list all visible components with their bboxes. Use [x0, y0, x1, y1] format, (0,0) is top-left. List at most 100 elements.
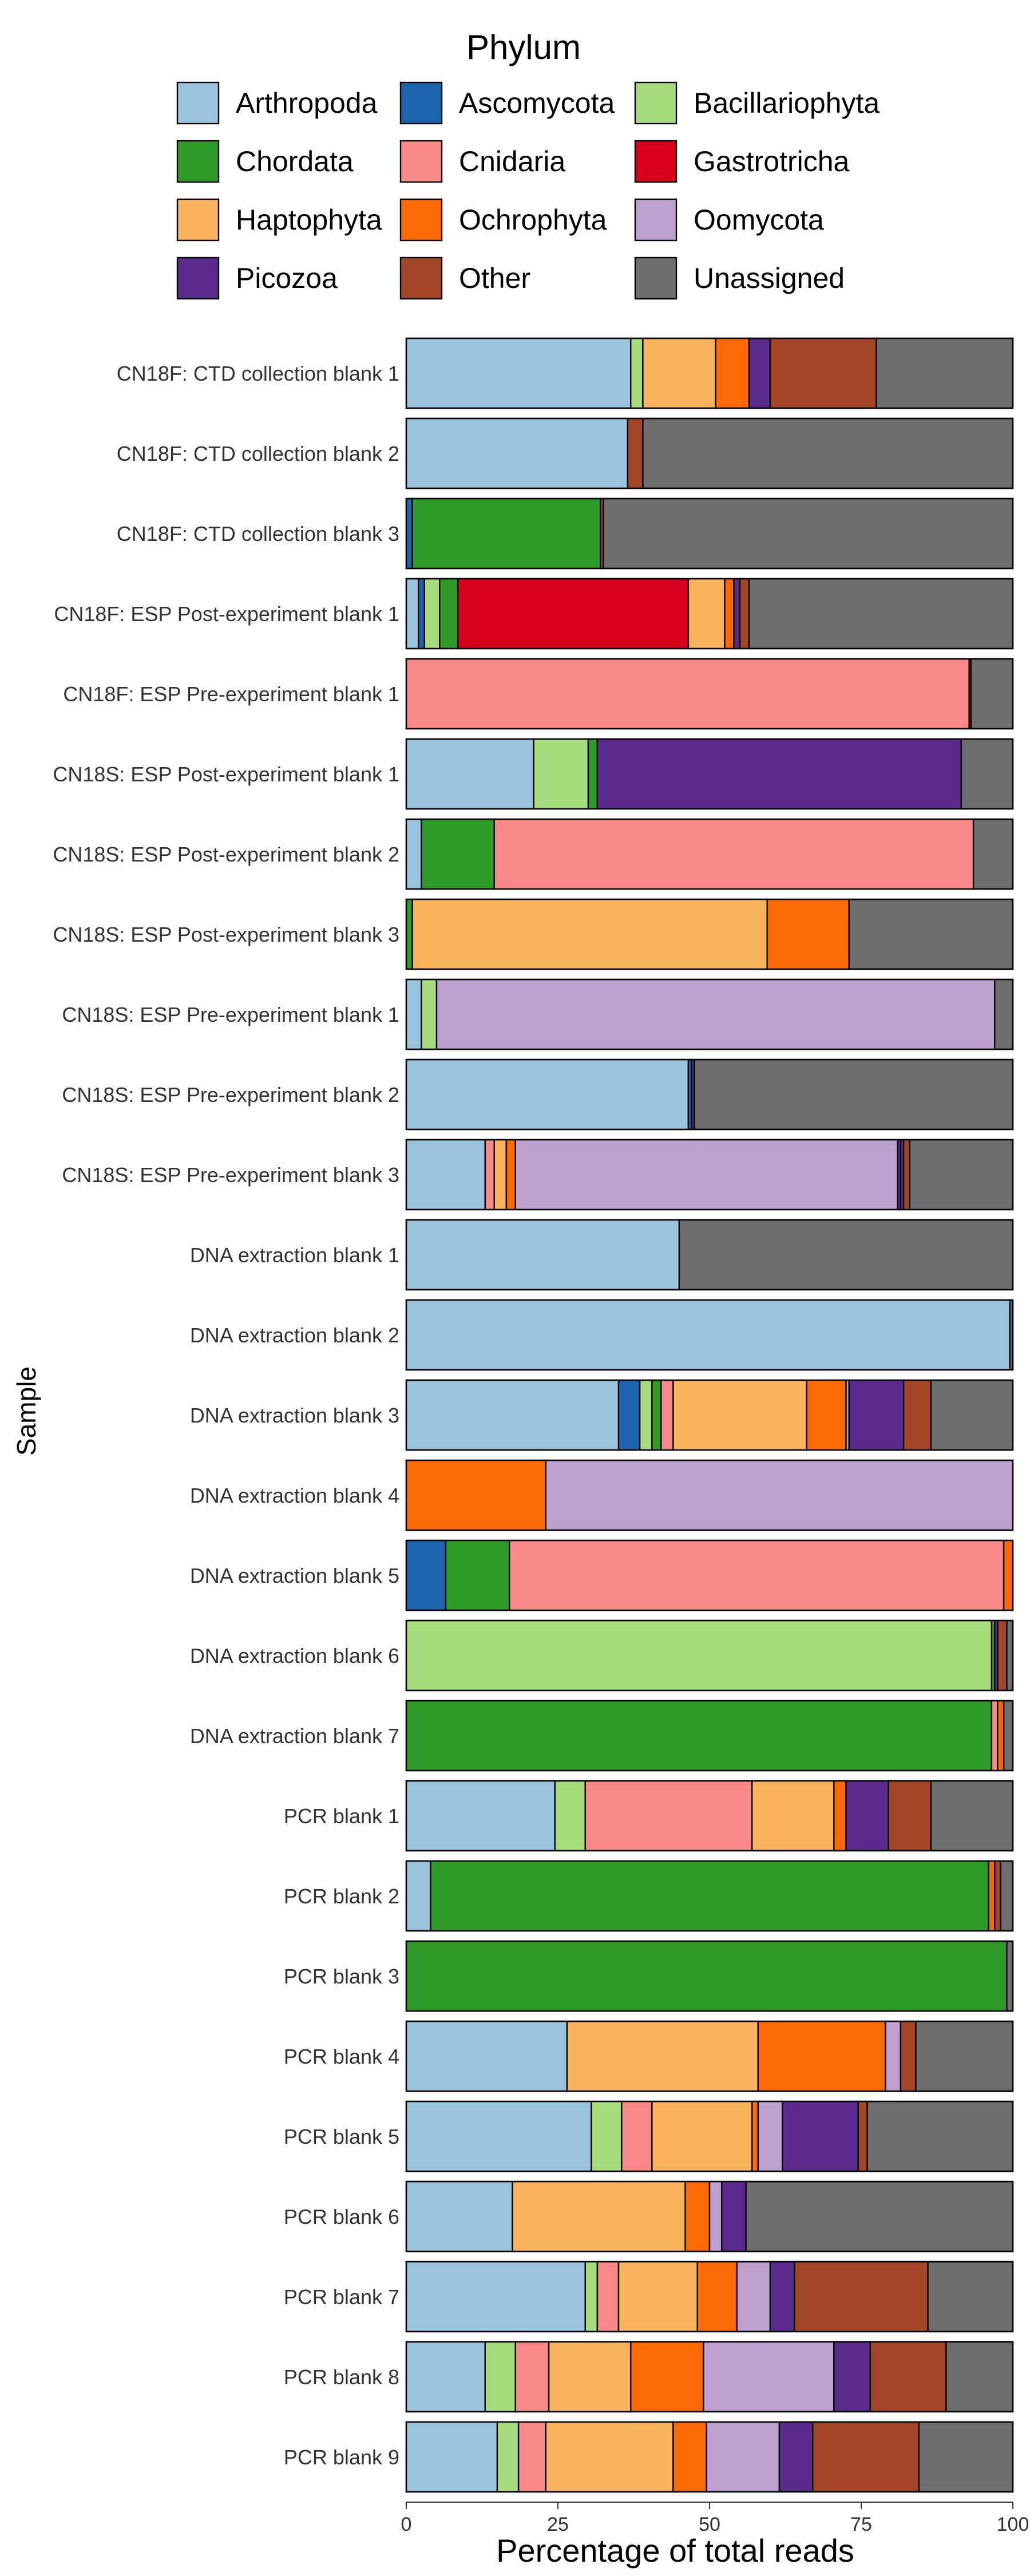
bar-segment-other	[627, 417, 644, 489]
bar-segment-unassigned	[1006, 1940, 1014, 2012]
bar-segment-oomycota	[703, 2341, 835, 2413]
bar-row: DNA extraction blank 2	[190, 1299, 1014, 1371]
row-label: DNA extraction blank 2	[190, 1323, 399, 1347]
bar-segment-cnidaria	[584, 1780, 753, 1852]
legend-swatch-cnidaria	[399, 140, 443, 183]
bar-row: DNA extraction blank 6	[190, 1619, 1014, 1692]
row-label: PCR blank 5	[284, 2125, 399, 2148]
legend-label-ascomycota: Ascomycota	[459, 87, 615, 119]
bar-segment-arthropoda	[405, 2261, 586, 2333]
bar-outline	[405, 1459, 1014, 1531]
bar-segment-other	[794, 2261, 929, 2333]
legend-label-other: Other	[459, 262, 530, 294]
bar-segment-chordata	[430, 1860, 989, 1932]
bar-segment-ochrophyta	[684, 2180, 711, 2253]
bar-segment-ochrophyta	[757, 2020, 886, 2092]
bar-segment-unassigned	[694, 1058, 1014, 1131]
bar-row: CN18S: ESP Post-experiment blank 2	[53, 818, 1014, 890]
bar-outline	[405, 1299, 1014, 1371]
bar-segment-arthropoda	[405, 1379, 620, 1451]
bar-segment-unassigned	[1000, 1860, 1014, 1932]
row-label: PCR blank 3	[284, 1965, 399, 1988]
bar-segment-other	[902, 1379, 932, 1451]
legend-swatch-ascomycota	[399, 81, 443, 125]
bar-segment-arthropoda	[405, 978, 422, 1050]
bar-row: PCR blank 3	[284, 1940, 1014, 2012]
bar-row: CN18S: ESP Pre-experiment blank 3	[62, 1139, 1014, 1211]
bar-outline	[405, 1940, 1014, 2012]
legend-label-ochrophyta: Ochrophyta	[459, 204, 607, 236]
row-label: DNA extraction blank 3	[190, 1404, 399, 1427]
row-label: CN18S: ESP Pre-experiment blank 3	[62, 1163, 399, 1187]
legend-label-bacillariophyta: Bacillariophyta	[694, 87, 880, 119]
x-axis-title: Percentage of total reads	[496, 2532, 854, 2569]
bar-segment-haptophyta	[687, 578, 726, 650]
bar-row: PCR blank 5	[284, 2100, 1014, 2172]
bar-outline	[405, 738, 1014, 810]
bar-segment-haptophyta	[493, 1139, 508, 1211]
bar-segment-bacillariophyta	[591, 2100, 623, 2172]
bar-segment-picozoa	[778, 2421, 814, 2493]
bar-segment-ochrophyta	[1003, 1539, 1014, 1611]
bar-outline	[405, 1780, 1014, 1852]
row-label: CN18F: CTD collection blank 1	[117, 362, 399, 385]
bar-segment-chordata	[411, 497, 601, 570]
bar-segment-bacillariophyta	[584, 2261, 599, 2333]
bar-outline	[405, 2100, 1014, 2172]
bar-segment-unassigned	[1006, 1619, 1014, 1692]
bar-outline	[405, 1860, 1014, 1932]
bar-segment-ascomycota	[418, 578, 426, 650]
legend-label-oomycota: Oomycota	[694, 204, 824, 236]
bar-segment-bacillariophyta	[639, 1379, 653, 1451]
bar-segment-unassigned	[915, 2020, 1014, 2092]
row-label: DNA extraction blank 6	[190, 1644, 399, 1668]
bar-segment-cnidaria	[621, 2100, 653, 2172]
bar-segment-picozoa	[720, 2180, 747, 2253]
bar-row: PCR blank 4	[284, 2020, 1014, 2092]
bar-segment-chordata	[445, 1539, 510, 1611]
bar-outline	[405, 417, 1014, 489]
x-tick-label: 100	[997, 2514, 1029, 2535]
legend-label-chordata: Chordata	[236, 145, 354, 177]
bar-segment-oomycota	[514, 1139, 898, 1211]
bar-segment-picozoa	[769, 2261, 795, 2333]
bar-segment-unassigned	[642, 417, 1014, 489]
bar-segment-oomycota	[885, 2020, 902, 2092]
bar-outline	[405, 497, 1014, 570]
legend-label-gastrotricha: Gastrotricha	[694, 145, 850, 177]
bar-row: DNA extraction blank 3	[190, 1379, 1014, 1451]
row-label: PCR blank 9	[284, 2445, 399, 2469]
bar-segment-cnidaria	[509, 1539, 1005, 1611]
bar-segment-unassigned	[970, 658, 1014, 730]
legend-label-arthropoda: Arthropoda	[236, 87, 378, 119]
bar-segment-arthropoda	[405, 417, 629, 489]
bar-segment-unassigned	[993, 978, 1014, 1050]
bar-outline	[405, 1058, 1014, 1131]
row-label: CN18S: ESP Pre-experiment blank 1	[62, 1003, 399, 1026]
bar-segment-picozoa	[833, 2341, 871, 2413]
bar-segment-arthropoda	[405, 337, 632, 409]
bar-segment-bacillariophyta	[496, 2421, 520, 2493]
bar-row: PCR blank 9	[284, 2421, 1014, 2493]
bar-segment-arthropoda	[405, 1780, 556, 1852]
bar-segment-oomycota	[757, 2100, 783, 2172]
bar-segment-ochrophyta	[672, 2421, 707, 2493]
bar-row: CN18F: CTD collection blank 2	[117, 417, 1014, 489]
bar-segment-picozoa	[845, 1780, 889, 1852]
bar-outline	[405, 2341, 1014, 2413]
bar-segment-chordata	[587, 738, 599, 810]
bar-row: PCR blank 7	[284, 2261, 1014, 2333]
bar-segment-chordata	[439, 578, 459, 650]
bar-segment-haptophyta	[642, 337, 716, 409]
bar-outline	[405, 2421, 1014, 2493]
bar-segment-unassigned	[678, 1219, 1014, 1291]
legend-label-picozoa: Picozoa	[236, 262, 338, 294]
bar-segment-arthropoda	[405, 1139, 486, 1211]
bar-segment-unassigned	[930, 1780, 1014, 1852]
bar-segment-haptophyta	[672, 1379, 807, 1451]
bar-segment-chordata	[405, 1700, 993, 1772]
row-label: PCR blank 7	[284, 2285, 399, 2309]
bar-segment-cnidaria	[660, 1379, 674, 1451]
bar-row: DNA extraction blank 4	[190, 1459, 1014, 1531]
bar-row: PCR blank 1	[284, 1780, 1014, 1852]
